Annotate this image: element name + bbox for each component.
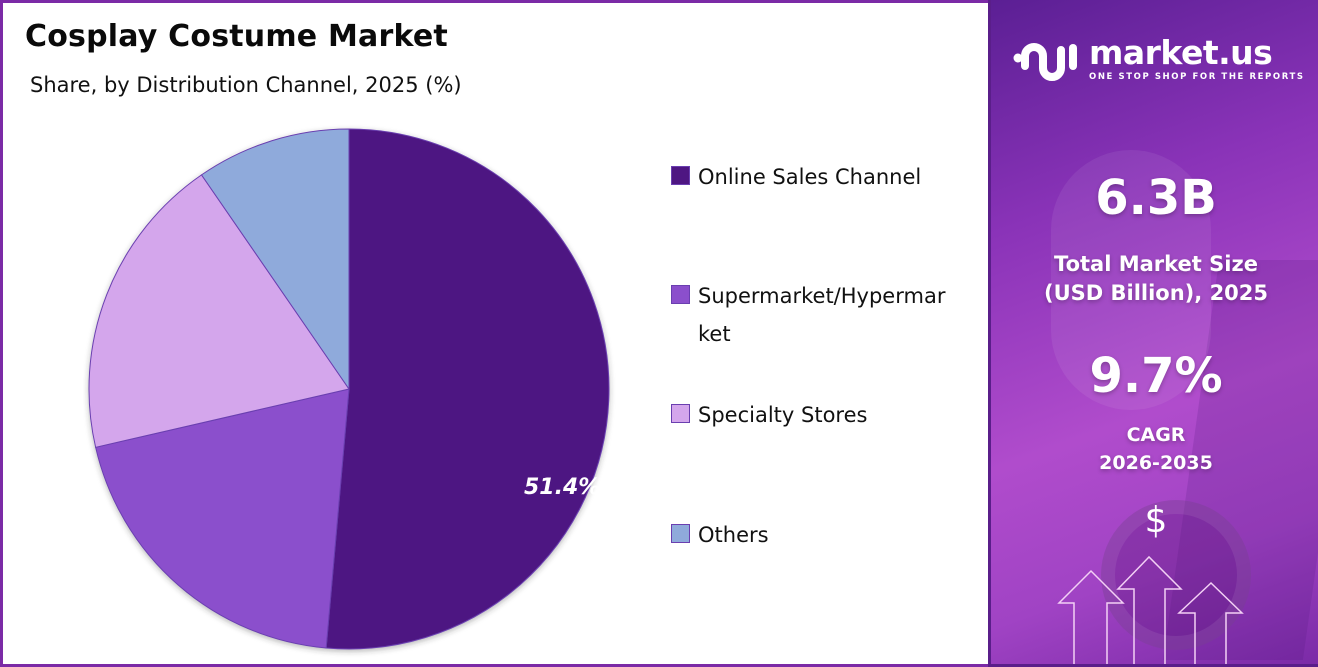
brand-logo: market.us ONE STOP SHOP FOR THE REPORTS: [1011, 36, 1305, 82]
legend-item-others: Others: [671, 516, 948, 554]
legend-swatch-supermarket: [671, 285, 690, 304]
market-size-label-2: (USD Billion), 2025: [1043, 281, 1269, 305]
legend-label: Others: [698, 523, 769, 547]
dollar-icon: $: [1144, 500, 1168, 541]
slice-online: [325, 128, 610, 650]
brand-name: market.us: [1089, 33, 1273, 72]
legend-label: Online Sales Channel: [698, 165, 922, 189]
coffee-cup-decoration: [1101, 500, 1251, 650]
slice-label-online: 51.4%: [524, 475, 601, 500]
growth-arrows-icon: [1057, 555, 1244, 667]
legend-label: Supermarket/Hypermarket: [698, 284, 946, 346]
cagr-period: 2026-2035: [1099, 452, 1213, 474]
chart-title: Cosplay Costume Market: [25, 19, 448, 54]
slice-others: [200, 128, 350, 391]
legend-swatch-specialty: [671, 404, 690, 423]
pie-chart: 51.4%: [83, 123, 623, 663]
cagr-value: 9.7%: [1089, 348, 1223, 404]
legend-item-supermarket: Supermarket/Hypermarket: [671, 277, 948, 353]
legend-swatch-online: [671, 166, 690, 185]
market-size-value: 6.3B: [1095, 170, 1217, 226]
divider: [991, 664, 1318, 667]
pie-svg: [88, 128, 610, 650]
legend-swatch-others: [671, 524, 690, 543]
slice-supermarket: [95, 388, 350, 649]
legend-item-specialty: Specialty Stores: [671, 396, 948, 434]
brand-tagline: ONE STOP SHOP FOR THE REPORTS: [1089, 72, 1305, 82]
stats-sidebar: market.us ONE STOP SHOP FOR THE REPORTS …: [988, 0, 1318, 667]
cagr-label: CAGR: [1126, 424, 1186, 446]
legend-item-online: Online Sales Channel: [671, 158, 948, 196]
background-decoration: [1051, 150, 1211, 410]
chart-subtitle: Share, by Distribution Channel, 2025 (%): [30, 73, 462, 97]
legend-label: Specialty Stores: [698, 403, 868, 427]
market-us-logo-icon: [1013, 43, 1077, 81]
slice-specialty: [88, 174, 350, 448]
market-size-label-1: Total Market Size: [1054, 252, 1258, 276]
